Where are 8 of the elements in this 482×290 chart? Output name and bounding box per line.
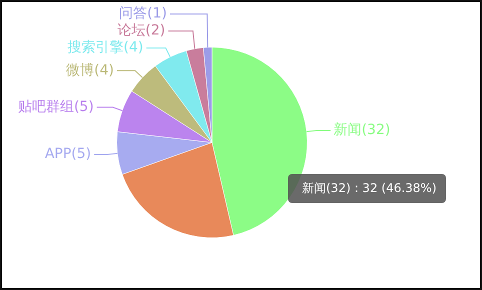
slice-label: 论坛(2) — [117, 22, 166, 39]
text: 新闻(32) : 32 (46.38%) — [288, 174, 446, 203]
slice-label: 贴吧群组(5) — [18, 98, 94, 115]
slice-label: 微博(4) — [66, 62, 114, 78]
slice-label: APP(5) — [44, 146, 92, 162]
slice-label: 搜索引擎(4) — [67, 40, 144, 56]
slice-label: 新闻(32) — [334, 122, 390, 138]
slice-label: 问答(1) — [119, 6, 167, 22]
